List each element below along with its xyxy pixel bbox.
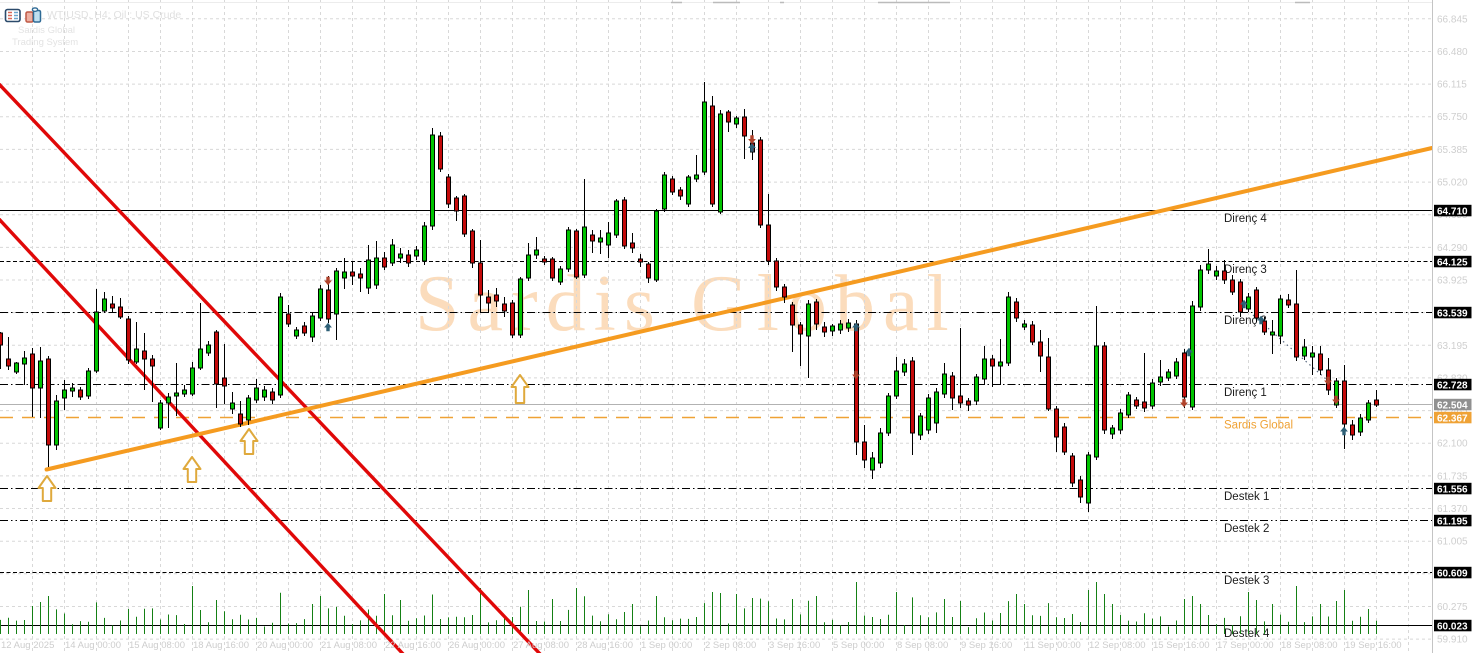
svg-text:63.539: 63.539 xyxy=(1437,308,1468,319)
svg-text:62.367: 62.367 xyxy=(1437,413,1468,424)
svg-text:Destek 2: Destek 2 xyxy=(1224,523,1269,535)
svg-text:Destek 4: Destek 4 xyxy=(1224,628,1270,640)
svg-text:59.910: 59.910 xyxy=(1437,635,1468,646)
svg-text:65.750: 65.750 xyxy=(1437,112,1468,123)
svg-text:Direnç 4: Direnç 4 xyxy=(1224,213,1267,225)
svg-text:62.728: 62.728 xyxy=(1437,380,1468,391)
svg-text:19 Sep 16:00: 19 Sep 16:00 xyxy=(1345,640,1402,651)
svg-text:Direnç 3: Direnç 3 xyxy=(1224,264,1267,276)
svg-text:20 Aug 00:00: 20 Aug 00:00 xyxy=(257,640,313,651)
svg-text:28 Aug 16:00: 28 Aug 16:00 xyxy=(577,640,633,651)
svg-text:Sardis Global: Sardis Global xyxy=(18,25,75,36)
svg-text:9 Sep 16:00: 9 Sep 16:00 xyxy=(961,640,1012,651)
svg-text:11 Sep 00:00: 11 Sep 00:00 xyxy=(1025,640,1081,651)
svg-text:8 Sep 08:00: 8 Sep 08:00 xyxy=(897,640,948,651)
svg-text:18 Aug 16:00: 18 Aug 16:00 xyxy=(193,640,249,651)
svg-text:66.845: 66.845 xyxy=(1437,14,1468,25)
svg-text:Destek 3: Destek 3 xyxy=(1224,575,1269,587)
svg-text:12 Sep 08:00: 12 Sep 08:00 xyxy=(1089,640,1146,651)
svg-text:22 Aug 16:00: 22 Aug 16:00 xyxy=(385,640,441,651)
svg-text:15 Sep 16:00: 15 Sep 16:00 xyxy=(1153,640,1210,651)
svg-text:21 Aug 08:00: 21 Aug 08:00 xyxy=(321,640,377,651)
svg-text:Destek 1: Destek 1 xyxy=(1224,491,1269,503)
svg-text:2 Sep 08:00: 2 Sep 08:00 xyxy=(705,640,756,651)
svg-text:61.735: 61.735 xyxy=(1437,471,1468,482)
svg-text:3 Sep 16:00: 3 Sep 16:00 xyxy=(769,640,820,651)
svg-text:1 Sep 00:00: 1 Sep 00:00 xyxy=(641,640,692,651)
svg-text:60.275: 60.275 xyxy=(1437,602,1468,613)
svg-text:62.100: 62.100 xyxy=(1437,439,1468,450)
svg-text:26 Aug 00:00: 26 Aug 00:00 xyxy=(449,640,505,651)
svg-text:63.195: 63.195 xyxy=(1437,341,1468,352)
svg-text:65.385: 65.385 xyxy=(1437,145,1468,156)
svg-text:61.005: 61.005 xyxy=(1437,537,1468,548)
svg-text:Trading System: Trading System xyxy=(12,37,78,48)
svg-text:65.020: 65.020 xyxy=(1437,178,1468,189)
svg-text:64.125: 64.125 xyxy=(1437,257,1468,268)
svg-text:Direnç 1: Direnç 1 xyxy=(1224,387,1267,399)
svg-text:64.290: 64.290 xyxy=(1437,243,1468,254)
svg-text:12 Aug 2025: 12 Aug 2025 xyxy=(1,640,54,651)
svg-text:63.925: 63.925 xyxy=(1437,276,1468,287)
svg-text:Sardis Global: Sardis Global xyxy=(1224,420,1293,432)
svg-text:60.609: 60.609 xyxy=(1437,568,1468,579)
svg-text:62.504: 62.504 xyxy=(1437,400,1468,411)
svg-text:61.556: 61.556 xyxy=(1437,484,1468,495)
svg-text:64.710: 64.710 xyxy=(1437,206,1468,217)
svg-text:61.370: 61.370 xyxy=(1437,504,1468,515)
svg-text:WTIUSD, H4: Oil : US Crude: WTIUSD, H4: Oil : US Crude xyxy=(47,9,181,21)
svg-text:62.465: 62.465 xyxy=(1437,406,1468,417)
svg-text:5 Sep 00:00: 5 Sep 00:00 xyxy=(833,640,884,651)
svg-text:14 Aug 00:00: 14 Aug 00:00 xyxy=(65,640,121,651)
svg-text:15 Aug 08:00: 15 Aug 08:00 xyxy=(129,640,185,651)
svg-text:27 Aug 08:00: 27 Aug 08:00 xyxy=(513,640,569,651)
svg-text:61.195: 61.195 xyxy=(1437,516,1468,527)
svg-text:17 Sep 00:00: 17 Sep 00:00 xyxy=(1217,640,1274,651)
svg-text:60.023: 60.023 xyxy=(1437,621,1468,632)
svg-text:66.480: 66.480 xyxy=(1437,47,1468,58)
svg-text:18 Sep 08:00: 18 Sep 08:00 xyxy=(1281,640,1338,651)
svg-text:66.115: 66.115 xyxy=(1437,80,1467,91)
